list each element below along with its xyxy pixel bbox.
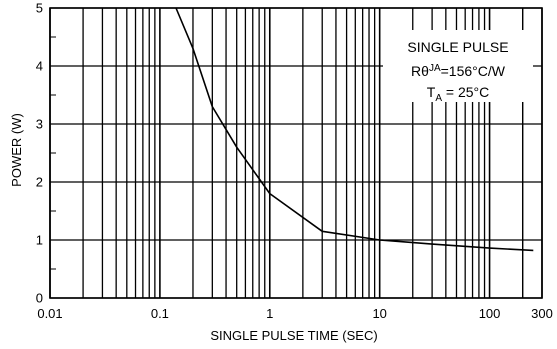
x-tick-label: 10: [372, 306, 386, 321]
annotation-temp-value: = 25°C: [442, 84, 489, 100]
annotation-t: T: [427, 84, 436, 100]
y-tick-label: 0: [36, 291, 43, 306]
y-tick-label: 1: [36, 233, 43, 248]
y-tick-label: 5: [36, 1, 43, 16]
x-tick-label: 1: [266, 306, 273, 321]
annotation-ja-superscript: JA: [429, 63, 441, 74]
x-tick-label: 0.01: [37, 306, 62, 321]
y-tick-label: 3: [36, 117, 43, 132]
plot-border: [49, 7, 543, 299]
annotation-r-theta-value: =156°C/W: [441, 63, 506, 79]
annotation-a-subscript: A: [435, 93, 442, 104]
annotation-box: SINGLE PULSE RθJA=156°C/W TA = 25°C: [383, 30, 533, 104]
y-axis-title: POWER (W): [9, 113, 24, 187]
annotation-r-theta: Rθ: [411, 63, 429, 79]
x-axis-title: SINGLE PULSE TIME (SEC): [210, 328, 377, 343]
x-tick-label: 0.1: [151, 306, 169, 321]
x-tick-label: 300: [531, 306, 553, 321]
annotation-line-1: SINGLE PULSE: [407, 39, 508, 55]
series-group: [175, 7, 534, 252]
x-tick-labels: 0.01 0.1 1 10 100 300: [37, 306, 553, 321]
annotation-line-2: RθJA=156°C/W: [411, 63, 506, 79]
plot-frame: [49, 7, 543, 299]
y-tick-label: 2: [36, 175, 43, 190]
x-tick-label: 100: [479, 306, 501, 321]
y-tick-label: 4: [36, 59, 43, 74]
annotation-background: [383, 30, 533, 102]
y-tick-labels: 0 1 2 3 4 5: [36, 1, 43, 306]
annotation-line-3: TA = 25°C: [427, 84, 489, 104]
series-line-1: [175, 7, 534, 252]
